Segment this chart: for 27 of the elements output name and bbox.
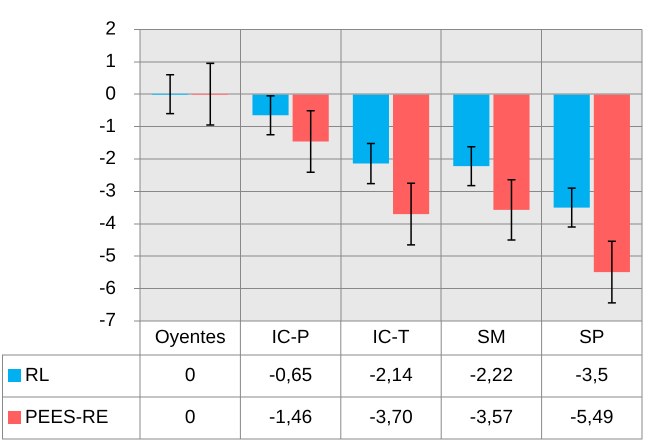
data-label: -1,46 <box>268 407 312 428</box>
x-tick-label: SM <box>477 327 506 348</box>
y-tick-label: 1 <box>105 51 116 72</box>
data-label: -3,5 <box>575 365 608 386</box>
y-tick-label: 0 <box>105 83 116 104</box>
y-tick-label: -3 <box>99 180 116 202</box>
legend-label: RL <box>25 365 50 386</box>
x-tick-label: IC-P <box>272 327 310 348</box>
y-tick-label: -6 <box>99 278 116 299</box>
data-label: 0 <box>184 365 196 386</box>
data-label: 0 <box>184 407 196 428</box>
x-tick-label: Oyentes <box>154 327 226 348</box>
y-tick-label: -1 <box>99 116 116 137</box>
data-label: -3,57 <box>470 407 514 428</box>
data-label: -0,65 <box>268 365 312 386</box>
y-tick-label: -4 <box>99 213 116 234</box>
data-label: -3,70 <box>369 407 413 428</box>
y-tick-label: 2 <box>105 18 116 40</box>
data-label: -2,14 <box>369 365 414 386</box>
data-label: -2,22 <box>470 365 514 386</box>
data-label: -5,49 <box>570 407 614 428</box>
legend-label: PEES-RE <box>25 407 108 428</box>
x-tick-label: SP <box>579 327 604 348</box>
x-tick-label: IC-T <box>372 327 410 348</box>
y-tick-label: -5 <box>99 245 116 266</box>
y-tick-label: -7 <box>99 310 116 332</box>
y-tick-label: -2 <box>99 148 116 170</box>
